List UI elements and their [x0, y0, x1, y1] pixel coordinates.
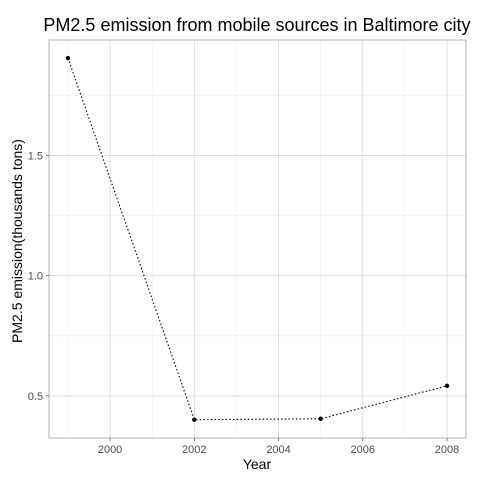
x-tick-label: 2006: [351, 444, 375, 456]
y-tick-label: 1.0: [28, 271, 43, 283]
data-point: [444, 383, 450, 389]
y-tick-label: 0.5: [28, 391, 43, 403]
x-axis-label: Year: [243, 456, 272, 472]
minor-gridlines: [49, 40, 466, 438]
axis-ticks: [46, 155, 448, 441]
series-line: [67, 57, 448, 421]
panel-border: [48, 39, 467, 439]
x-tick-label: 2004: [266, 444, 290, 456]
y-axis-label: PM2.5 emission(thousands tons): [9, 139, 25, 343]
plot-area: 2000 2002 2004 2006 2008 0.5 1.0 1.5: [28, 39, 467, 456]
x-tick-label: 2000: [98, 444, 122, 456]
data-point: [192, 417, 197, 422]
major-gridlines: [49, 40, 466, 438]
x-tick-label: 2002: [182, 444, 206, 456]
y-axis-tick-labels: 0.5 1.0 1.5: [28, 150, 43, 402]
x-tick-label: 2008: [435, 444, 459, 456]
y-tick-label: 1.5: [28, 150, 43, 162]
x-axis-tick-labels: 2000 2002 2004 2006 2008: [98, 444, 459, 456]
chart-title: PM2.5 emission from mobile sources in Ba…: [43, 15, 470, 35]
data-point: [65, 55, 71, 61]
series-layer: [65, 55, 450, 422]
data-point: [318, 416, 323, 421]
